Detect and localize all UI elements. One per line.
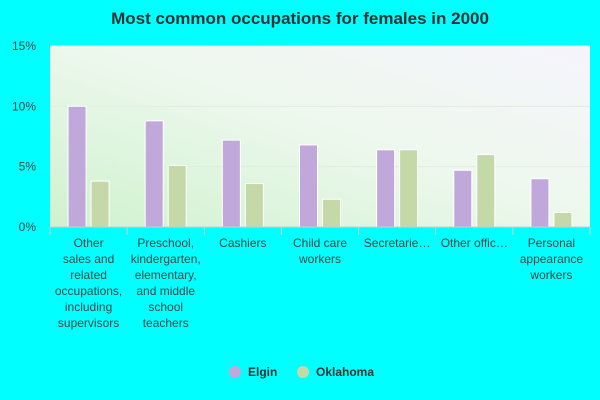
bar-oklahoma-3 <box>322 198 341 228</box>
legend-swatch-elgin <box>229 366 241 378</box>
bar-elgin-4 <box>376 149 396 228</box>
x-tick-label-line: school <box>148 300 183 314</box>
bar-elgin-6 <box>530 178 550 228</box>
y-axis-ticks: 0% 5% 10% 15% <box>12 39 36 234</box>
y-tick-label: 15% <box>12 39 36 53</box>
x-tick-label-line: and middle <box>136 284 195 298</box>
bar-elgin-0 <box>67 105 87 228</box>
x-tick-label-line: workers <box>529 268 572 282</box>
legend-label: Oklahoma <box>316 365 374 379</box>
y-tick-label: 5% <box>19 160 37 174</box>
category-labels: Other sales and related occupations, includi… <box>55 236 584 330</box>
x-tick-label-line: including <box>65 300 112 314</box>
x-tick-label-line: Other offic… <box>441 236 508 250</box>
bars <box>67 105 573 228</box>
x-tick-label-line: occupations, <box>55 284 122 298</box>
legend-swatch-oklahoma <box>297 366 309 378</box>
x-tick-label-line: teachers <box>143 316 189 330</box>
bar-elgin-3 <box>299 144 318 228</box>
bar-oklahoma-6 <box>553 212 573 228</box>
x-tick-label-line: sales and <box>63 252 114 266</box>
x-tick-label-line: Other <box>74 236 104 250</box>
x-tick-label-line: Personal <box>528 236 575 250</box>
legend-label: Elgin <box>248 365 277 379</box>
y-tick-label: 10% <box>12 99 36 113</box>
x-tick-label-line: workers <box>298 252 341 266</box>
plot-background <box>50 46 590 227</box>
x-tick-label: Other sales and related occupations, includi… <box>55 236 122 330</box>
chart-title: Most common occupations for females in 2… <box>111 9 489 28</box>
y-tick-label: 0% <box>19 220 37 234</box>
bar-elgin-1 <box>144 120 164 228</box>
x-tick-label: Secretarie… <box>364 236 431 250</box>
x-tick-label: Preschool, kindergarten, elementary, and mi… <box>131 236 201 330</box>
bar-elgin-5 <box>453 169 473 228</box>
x-tick-label: Child care workers <box>293 236 347 266</box>
x-tick-label-line: Cashiers <box>219 236 266 250</box>
x-tick-label-line: Preschool, <box>137 236 194 250</box>
bar-oklahoma-4 <box>399 149 419 228</box>
grid-lines <box>50 45 590 168</box>
x-tick-label-line: Secretarie… <box>364 236 431 250</box>
bar-oklahoma-0 <box>90 180 110 228</box>
bar-elgin-2 <box>221 139 241 228</box>
x-tick-label-line: elementary, <box>135 268 197 282</box>
x-tick-label-line: appearance <box>520 252 584 266</box>
x-tick-label-line: related <box>70 268 107 282</box>
x-axis-separators <box>49 227 591 235</box>
legend: Elgin Oklahoma <box>229 365 374 379</box>
x-tick-label-line: supervisors <box>58 316 119 330</box>
bar-oklahoma-1 <box>167 164 187 228</box>
x-tick-label: Other offic… <box>441 236 508 250</box>
x-tick-label-line: kindergarten, <box>131 252 201 266</box>
x-tick-label: Personal appearance workers <box>520 236 584 282</box>
bar-oklahoma-5 <box>476 154 496 228</box>
x-tick-label-line: Child care <box>293 236 347 250</box>
bar-oklahoma-2 <box>244 183 264 228</box>
x-tick-label: Cashiers <box>219 236 266 250</box>
